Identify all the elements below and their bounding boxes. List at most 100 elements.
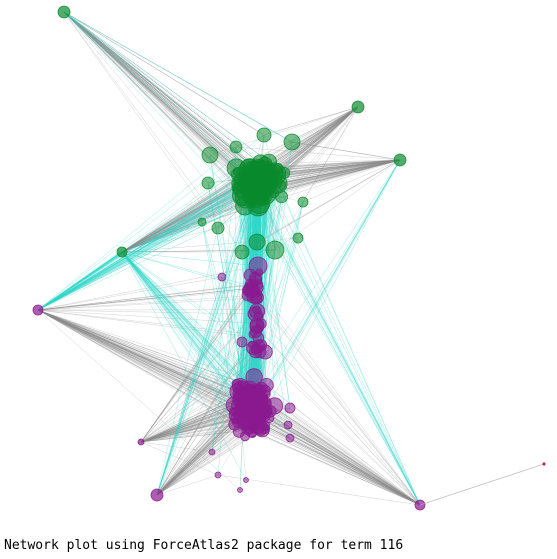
purple-node: [249, 383, 256, 390]
purple-node: [259, 420, 271, 432]
gray-edge: [140, 401, 242, 443]
gray-edge: [267, 159, 401, 185]
purple-node: [283, 420, 293, 430]
gray-edge: [253, 405, 421, 506]
cyan-edge: [156, 190, 258, 496]
gray-edge: [217, 474, 421, 506]
gray-edge: [37, 309, 241, 413]
gray-edge: [240, 413, 421, 506]
cyan-edge: [207, 182, 248, 408]
green-node: [292, 232, 304, 244]
gray-edge: [267, 159, 401, 186]
gray-edge: [140, 416, 245, 443]
cyan-edge: [121, 251, 252, 409]
gray-edge: [156, 417, 238, 496]
gray-edge: [156, 328, 259, 496]
gray-edge: [260, 159, 401, 169]
gray-edge: [256, 284, 421, 506]
gray-edge: [37, 309, 262, 325]
cyan-edge: [217, 195, 244, 476]
gray-edge: [37, 309, 265, 412]
cyan-edge: [253, 159, 401, 378]
cyan-edge: [207, 182, 248, 408]
cyan-edge: [156, 184, 253, 496]
gray-edge: [37, 284, 257, 311]
purple-node: [236, 336, 248, 348]
gray-edge: [37, 289, 248, 311]
gray-edge: [37, 284, 251, 311]
cyan-edge: [258, 171, 421, 506]
gray-edge: [256, 106, 359, 243]
gray-edge: [156, 328, 259, 496]
gray-edge: [63, 11, 219, 229]
cyan-edge: [63, 11, 253, 203]
cyan-edge: [217, 227, 252, 394]
gray-edges: [37, 11, 421, 506]
gray-edge: [246, 415, 421, 506]
gray-edge: [140, 404, 235, 443]
cyan-edge: [37, 184, 268, 311]
gray-edge: [63, 11, 259, 179]
gray-edge: [63, 11, 260, 176]
cyan-edge: [260, 159, 401, 389]
gray-edge: [262, 106, 359, 173]
gray-edge: [291, 106, 359, 143]
gray-edge: [37, 309, 249, 413]
gray-edge: [37, 309, 259, 401]
gray-edge: [251, 403, 421, 506]
green-node: [250, 183, 258, 192]
green-node: [393, 153, 407, 167]
gray-edge: [63, 11, 255, 178]
gray-edge: [37, 309, 252, 401]
gray-edge: [246, 415, 421, 506]
gray-edge: [140, 351, 266, 443]
gray-edge: [37, 309, 253, 387]
gray-edge: [37, 309, 243, 427]
gray-edge: [63, 11, 265, 136]
gray-edge: [37, 309, 259, 411]
cyan-edge: [156, 191, 252, 496]
cyan-edge: [37, 134, 265, 311]
gray-edge: [265, 159, 401, 195]
gray-edge: [140, 441, 219, 476]
gray-edge: [37, 309, 252, 407]
gray-edge: [37, 309, 236, 422]
green-node: [248, 197, 257, 206]
gray-edge: [249, 403, 421, 506]
cyan-edge: [63, 11, 263, 187]
gray-edge: [63, 11, 257, 180]
gray-edge: [37, 309, 256, 399]
gray-edge: [156, 415, 237, 496]
green-node: [297, 196, 309, 208]
cyan-edge: [121, 251, 247, 481]
gray-edge: [268, 159, 401, 180]
purple-node: [217, 272, 227, 282]
gray-edge: [265, 159, 401, 195]
cyan-edge: [238, 174, 421, 506]
purple-node: [234, 412, 242, 419]
gray-edge: [140, 309, 257, 443]
gray-edge: [140, 391, 242, 443]
gray-edge: [121, 198, 250, 253]
gray-edge: [63, 11, 264, 182]
cyan-edge: [254, 186, 421, 506]
gray-edge: [140, 272, 260, 443]
gray-edge: [250, 412, 421, 506]
gray-edge: [257, 421, 421, 506]
gray-edge: [63, 11, 251, 170]
gray-edge: [247, 407, 421, 506]
gray-edge: [263, 106, 359, 136]
purple-node: [253, 345, 267, 359]
gray-edge: [250, 412, 421, 506]
purple-node: [137, 438, 145, 446]
gray-edge: [37, 309, 251, 420]
gray-edge: [63, 11, 256, 199]
gray-edge: [140, 309, 257, 443]
gray-edge: [37, 309, 253, 416]
gray-edge: [140, 399, 239, 443]
green-node: [201, 176, 215, 190]
gray-edge: [221, 276, 241, 387]
cyan-edge: [156, 171, 260, 496]
cyan-edge: [121, 251, 259, 389]
cyan-edge: [121, 251, 234, 412]
